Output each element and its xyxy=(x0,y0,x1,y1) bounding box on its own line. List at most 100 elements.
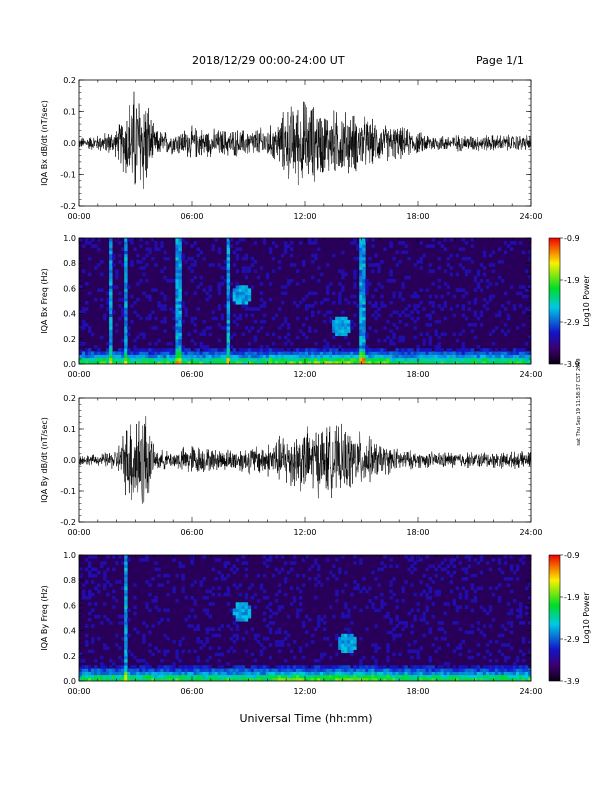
spectrogram-cell xyxy=(491,618,496,622)
spectrogram-cell xyxy=(482,674,487,679)
spectrogram-cell xyxy=(437,256,441,261)
spectrogram-cell xyxy=(326,577,330,581)
spectrogram-cell xyxy=(383,348,387,352)
spectrogram-cell xyxy=(109,332,113,337)
spectrogram-cell xyxy=(160,291,164,296)
spectrogram-cell xyxy=(184,241,188,245)
spectrogram-cell xyxy=(289,357,294,362)
spectrogram-cell xyxy=(422,618,426,622)
spectrogram-cell xyxy=(470,351,475,355)
spectrogram-cell xyxy=(229,636,234,641)
spectrogram-cell xyxy=(217,307,222,311)
spectrogram-cell xyxy=(443,611,448,616)
spectrogram-cell xyxy=(458,643,463,647)
spectrogram-cell xyxy=(175,652,179,657)
spectrogram-cell xyxy=(178,326,182,330)
spectrogram-cell xyxy=(193,668,197,672)
spectrogram-cell xyxy=(262,636,267,641)
spectrogram-cell xyxy=(506,621,511,625)
spectrogram-cell xyxy=(244,618,249,622)
spectrogram-cell xyxy=(277,674,282,679)
spectrogram-cell xyxy=(109,291,113,296)
spectrogram-cell xyxy=(223,671,228,676)
spectrogram-cell xyxy=(380,677,384,681)
spectrogram-cell xyxy=(335,558,339,562)
spectrogram-cell xyxy=(97,357,101,362)
spectrogram-cell xyxy=(244,605,249,609)
spectrogram-cell xyxy=(283,561,288,565)
spectrogram-cell xyxy=(235,567,240,572)
spectrogram-cell xyxy=(178,561,182,565)
y-tick-label: 0.1 xyxy=(63,425,76,434)
spectrogram-cell xyxy=(85,595,89,600)
spectrogram-cell xyxy=(398,348,402,352)
spectrogram-cell xyxy=(196,360,200,364)
spectrogram-cell xyxy=(241,294,246,299)
spectrogram-cell xyxy=(308,304,312,308)
spectrogram-cell xyxy=(88,360,92,364)
spectrogram-cell xyxy=(440,621,445,625)
spectrogram-cell xyxy=(521,677,526,681)
spectrogram-cell xyxy=(253,674,258,679)
spectrogram-cell xyxy=(277,335,282,340)
spectrogram-cell xyxy=(88,611,92,616)
spectrogram-cell xyxy=(359,338,363,343)
spectrogram-cell xyxy=(362,266,366,270)
spectrogram-cell xyxy=(136,357,140,362)
spectrogram-cell xyxy=(356,677,360,681)
spectrogram-cell xyxy=(470,323,475,327)
spectrogram-cell xyxy=(524,665,529,669)
spectrogram-cell xyxy=(326,668,330,672)
spectrogram-cell xyxy=(419,260,423,264)
spectrogram-cell xyxy=(515,567,520,572)
spectrogram-cell xyxy=(175,655,179,660)
spectrogram-cell xyxy=(112,253,116,258)
spectrogram-cell xyxy=(106,677,110,681)
spectrogram-cell xyxy=(365,345,369,349)
spectrogram-cell xyxy=(238,665,243,669)
spectrogram-cell xyxy=(314,291,318,296)
spectrogram-cell xyxy=(482,297,487,302)
spectrogram-cell xyxy=(184,291,188,296)
spectrogram-cell xyxy=(404,354,408,359)
spectrogram-cell xyxy=(247,605,252,609)
spectrogram-cell xyxy=(443,301,448,305)
spectrogram-cell xyxy=(329,665,333,669)
spectrogram-cell xyxy=(79,310,83,314)
spectrogram-cell xyxy=(94,586,98,591)
spectrogram-cell xyxy=(518,668,523,672)
spectrogram-cell xyxy=(259,677,264,681)
spectrogram-cell xyxy=(341,272,345,277)
spectrogram-cell xyxy=(208,646,212,650)
spectrogram-cell xyxy=(452,570,457,575)
spectrogram-cell xyxy=(347,665,351,669)
spectrogram-cell xyxy=(338,294,342,299)
spectrogram-cell xyxy=(431,304,435,308)
spectrogram-cell xyxy=(100,621,104,625)
spectrogram-cell xyxy=(425,592,429,597)
spectrogram-cell xyxy=(515,658,520,663)
spectrogram-cell xyxy=(338,640,342,644)
spectrogram-cell xyxy=(145,253,149,258)
spectrogram-cell xyxy=(446,668,451,672)
spectrogram-cell xyxy=(407,649,411,654)
spectrogram-cell xyxy=(389,244,393,248)
spectrogram-cell xyxy=(518,304,523,308)
spectrogram-cell xyxy=(145,605,149,609)
spectrogram-cell xyxy=(136,677,140,681)
spectrogram-cell xyxy=(431,671,435,676)
spectrogram-cell xyxy=(154,646,158,650)
spectrogram-cell xyxy=(94,360,98,364)
spectrogram-cell xyxy=(356,586,360,591)
spectrogram-cell xyxy=(250,351,255,355)
spectrogram-cell xyxy=(401,621,405,625)
spectrogram-cell xyxy=(127,357,131,362)
spectrogram-cell xyxy=(241,677,246,681)
spectrogram-cell xyxy=(434,319,438,324)
spectrogram-cell xyxy=(124,558,128,562)
spectrogram-cell xyxy=(163,573,167,578)
spectrogram-cell xyxy=(371,671,375,676)
spectrogram-cell xyxy=(202,665,206,669)
spectrogram-cell xyxy=(91,674,95,679)
spectrogram-cell xyxy=(244,595,249,600)
